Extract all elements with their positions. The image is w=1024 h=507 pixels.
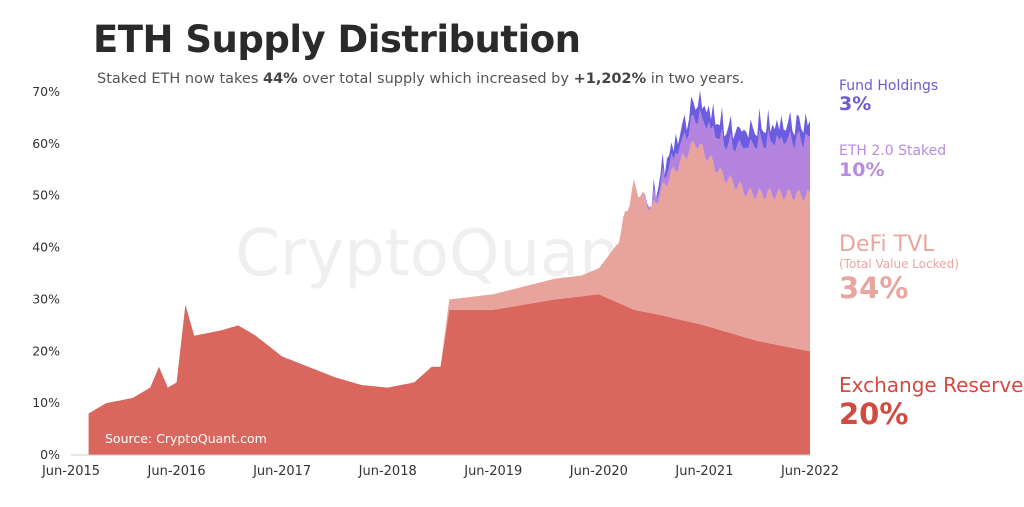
legend-defi: DeFi TVL (Total Value Locked) 34%	[839, 232, 959, 305]
x-tick-label: Jun-2015	[41, 464, 100, 479]
defi-tvl-area	[88, 141, 811, 414]
y-tick-label: 0%	[40, 447, 60, 462]
legend-defi-name: DeFi TVL	[839, 232, 935, 257]
subtitle-text: Staked ETH now takes	[97, 71, 263, 87]
x-tick-label: Jun-2022	[780, 464, 839, 479]
subtitle-growth-pct: +1,202%	[573, 71, 647, 87]
legend-staked-name: ETH 2.0 Staked	[839, 143, 947, 159]
x-tick-label: Jun-2020	[569, 464, 628, 479]
legend-exchange-name: Exchange Reserve	[839, 373, 1024, 397]
legend-staked: ETH 2.0 Staked 10%	[839, 143, 946, 181]
legend-fund-name: Fund Holdings	[839, 78, 939, 94]
subtitle-text: over total supply which increased by	[297, 71, 574, 87]
legend-staked-value: 10%	[839, 159, 885, 181]
chart-title: ETH Supply Distribution	[93, 18, 581, 61]
y-tick-label: 70%	[32, 84, 60, 99]
x-tick-label: Jun-2019	[463, 464, 522, 479]
legend-exchange-value: 20%	[839, 397, 909, 431]
y-tick-label: 30%	[32, 291, 60, 306]
legend-fund-value: 3%	[839, 93, 872, 115]
x-tick-label: Jun-2018	[358, 464, 417, 479]
chart-subtitle: Staked ETH now takes 44% over total supp…	[97, 71, 744, 87]
subtitle-staked-pct: 44%	[263, 71, 298, 87]
x-tick-label: Jun-2017	[252, 464, 311, 479]
subtitle-text: in two years.	[646, 71, 745, 87]
y-tick-label: 40%	[32, 240, 60, 255]
y-tick-label: 10%	[32, 395, 60, 410]
x-tick-label: Jun-2021	[674, 464, 733, 479]
x-tick-label: Jun-2016	[147, 464, 206, 479]
source-note: Source: CryptoQuant.com	[105, 431, 267, 446]
legend-exchange: Exchange Reserve 20%	[839, 373, 1023, 431]
y-tick-label: 50%	[32, 188, 60, 203]
legend-fund: Fund Holdings 3%	[839, 78, 938, 114]
legend-defi-note: (Total Value Locked)	[839, 257, 959, 271]
y-tick-label: 60%	[32, 136, 60, 151]
y-tick-label: 20%	[32, 343, 60, 358]
exchange-reserve-area	[88, 294, 811, 455]
legend-defi-value: 34%	[839, 271, 909, 305]
